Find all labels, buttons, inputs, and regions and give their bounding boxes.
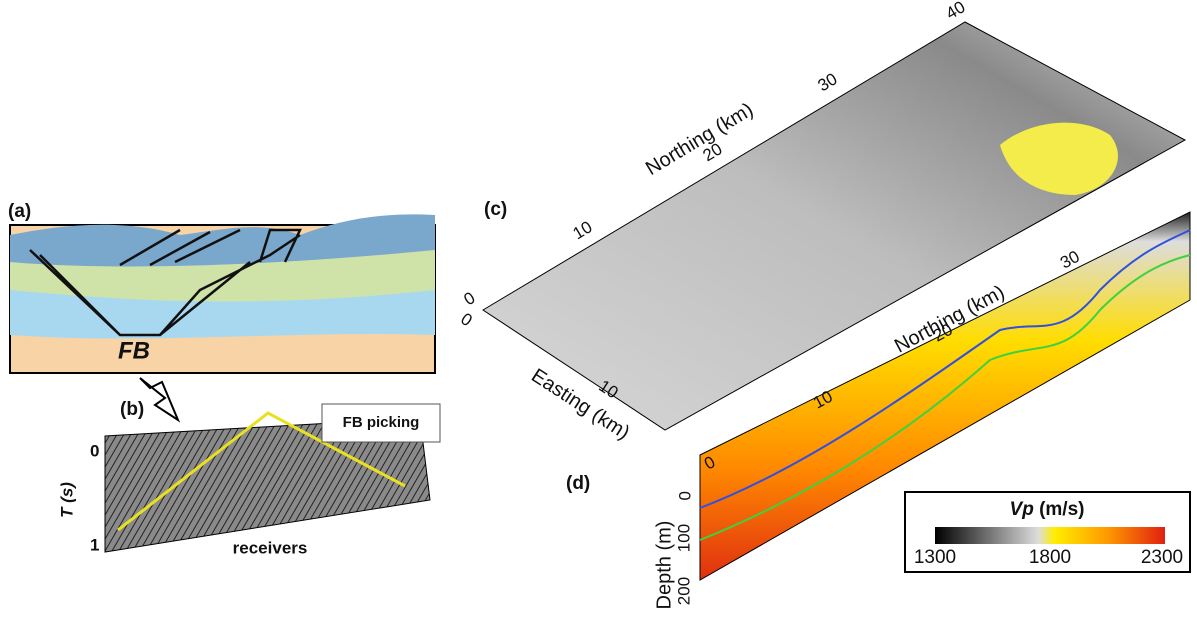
panel-label: (b) bbox=[120, 399, 144, 420]
tick-label: 40 bbox=[943, 0, 969, 23]
figure: (a) FB (b) FB picking 0 1 T (s) receiver… bbox=[0, 0, 1197, 623]
box-text: FB picking bbox=[343, 414, 420, 431]
colorbar-unit: (m/s) bbox=[1039, 499, 1084, 520]
panel-label: (a) bbox=[8, 201, 31, 222]
tick-label: 200 bbox=[674, 577, 693, 605]
fault-annotation: FB bbox=[118, 337, 150, 364]
tick-label: 30 bbox=[815, 69, 841, 95]
axis-label: receivers bbox=[233, 538, 308, 557]
geology-section bbox=[10, 214, 435, 373]
tick-label: 10 bbox=[570, 217, 596, 243]
colorbar-tick: 1300 bbox=[914, 547, 956, 568]
tick-label: 0 bbox=[90, 441, 99, 460]
tick-label: 0 bbox=[457, 309, 475, 330]
tick-label: 0 bbox=[675, 491, 694, 500]
tick-label: 100 bbox=[674, 524, 693, 552]
tick-label: 0 bbox=[461, 288, 479, 309]
colorbar-tick: 1800 bbox=[1029, 547, 1071, 568]
axis-label: T (s) bbox=[57, 482, 76, 518]
colorbar-title: Vp (m/s) bbox=[1010, 499, 1085, 520]
colorbar-var: Vp bbox=[1010, 499, 1034, 520]
tick-label: 1 bbox=[90, 535, 99, 554]
arrow bbox=[140, 378, 178, 420]
colorbar-tick: 2300 bbox=[1141, 547, 1183, 568]
panel-label: (d) bbox=[566, 473, 590, 494]
axis-label: Depth (m) bbox=[653, 521, 675, 610]
panel-label: (c) bbox=[484, 199, 507, 220]
colorbar bbox=[935, 527, 1165, 544]
